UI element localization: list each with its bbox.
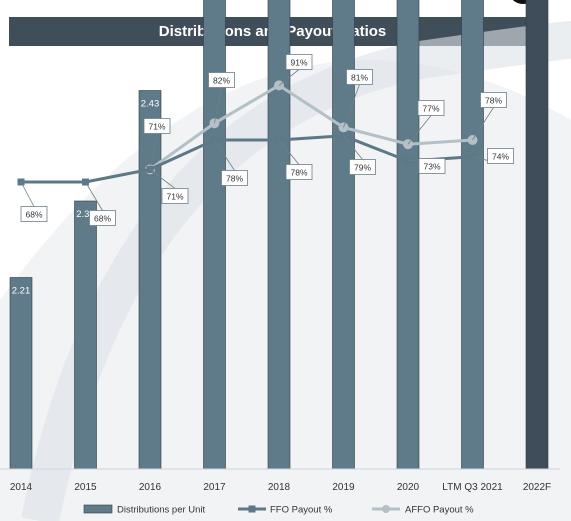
x-tick-label: 2014: [10, 482, 33, 493]
x-tick-label: 2018: [268, 482, 291, 493]
ffo-payout-label-box: [487, 148, 514, 164]
affo-payout-label: 77%: [422, 103, 439, 113]
ffo-payout-label-leader: [85, 181, 103, 211]
bar-value-label: 2.30: [76, 209, 95, 220]
affo-payout-label-leader: [407, 115, 432, 145]
bar-value-label: 2.21: [12, 286, 31, 297]
legend-marker-affo: [382, 505, 390, 513]
legend-label-ffo: FFO Payout %: [270, 505, 333, 516]
affo-payout-label: 78%: [485, 95, 502, 105]
ffo-payout-label-leader: [214, 139, 235, 171]
x-tick-label: 2015: [74, 482, 97, 493]
bar-2020: [396, 0, 420, 470]
ffo-payout-label: 79%: [354, 162, 371, 172]
corner-decoration: [508, 0, 538, 4]
bar-2014: [9, 277, 33, 470]
x-tick-label: 2019: [332, 482, 355, 493]
legend-label-distributions: Distributions per Unit: [117, 505, 206, 516]
ffo-payout-label: 73%: [423, 161, 440, 171]
legend-swatch-distributions: [83, 504, 113, 514]
legend-marker-ffo: [248, 505, 256, 513]
ffo-payout-label: 78%: [226, 173, 243, 183]
x-tick-label: 2020: [397, 482, 420, 493]
affo-payout-label-box: [143, 118, 171, 134]
affo-payout-label-leader: [278, 69, 300, 86]
x-tick-label: 2016: [139, 482, 162, 493]
affo-payout-label: 71%: [148, 121, 165, 131]
x-tick-label: 2022F: [523, 482, 551, 493]
affo-payout-label-box: [285, 54, 313, 70]
x-tick-label: LTM Q3 2021: [442, 482, 503, 493]
ffo-payout-label-leader: [149, 169, 176, 189]
affo-payout-label-leader: [149, 133, 158, 170]
ffo-payout-label: 68%: [25, 209, 42, 219]
ffo-payout-line: [21, 134, 473, 184]
ffo-payout-label-box: [161, 188, 189, 204]
ffo-payout-label: 78%: [290, 167, 307, 177]
affo-payout-label: 81%: [351, 72, 368, 82]
legend-label-affo: AFFO Payout %: [405, 505, 474, 516]
ffo-payout-label: 68%: [94, 213, 111, 223]
bar-2022f: [525, 0, 549, 470]
ffo-payout-label-box: [285, 164, 313, 180]
ffo-payout-label-leader: [278, 139, 300, 165]
ffo-payout-label-leader: [20, 181, 35, 207]
affo-payout-label-leader: [343, 84, 360, 128]
ffo-payout-label-box: [221, 170, 248, 186]
ffo-payout-label: 71%: [166, 191, 183, 201]
ffo-payout-label-box: [349, 159, 376, 175]
affo-payout-label-box: [480, 92, 507, 108]
bar-value-label: 2.43: [141, 99, 160, 110]
bar-ltm-q3-2021: [461, 0, 484, 470]
ffo-payout-label-box: [20, 206, 48, 222]
affo-payout-label-box: [346, 69, 373, 85]
ffo-payout-label-leader: [343, 135, 363, 160]
ffo-payout-label-box: [89, 210, 116, 226]
x-tick-label: 2017: [203, 482, 226, 493]
bar-2016: [138, 90, 162, 470]
affo-payout-label: 91%: [290, 57, 307, 67]
bar-2015: [74, 200, 97, 470]
bar-2018: [267, 0, 291, 470]
affo-payout-label: 82%: [213, 75, 230, 85]
affo-payout-label-leader: [472, 107, 494, 141]
ffo-payout-label: 74%: [492, 151, 509, 161]
bar-2017: [203, 0, 226, 470]
affo-payout-label-box: [208, 72, 235, 88]
affo-payout-line: [149, 83, 473, 171]
affo-payout-label-box: [417, 100, 445, 116]
ffo-payout-label-box: [418, 158, 446, 174]
affo-payout-label-leader: [214, 87, 222, 124]
